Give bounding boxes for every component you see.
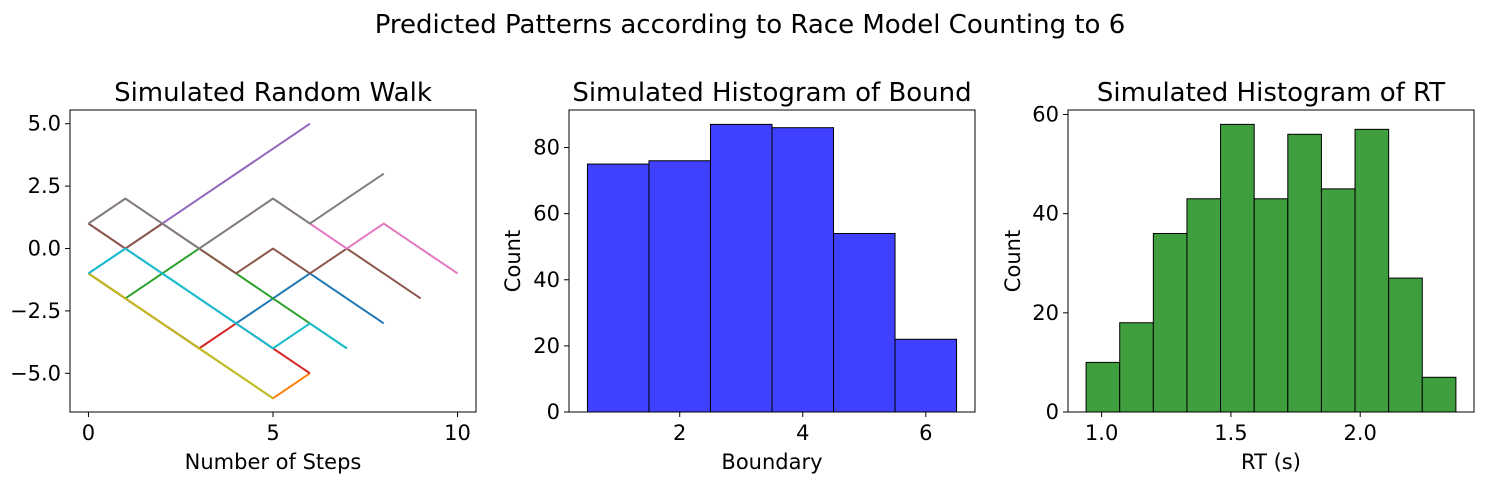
rt-histogram-panel: Simulated Histogram of RT 1.0 1.5 2.0 0 20 40… xyxy=(1001,78,1475,474)
bound-histogram-bar-4 xyxy=(771,127,835,413)
rt-histogram-bar-10 xyxy=(1388,277,1423,413)
bound-histogram-axes-frame xyxy=(568,109,976,413)
bound-histogram-y-label: Count xyxy=(501,230,525,292)
rt-histogram-axes-frame xyxy=(1067,109,1475,413)
random-walk-y-tick-label: −2.5 xyxy=(10,299,61,323)
bound-histogram-y-tick-label: 0 xyxy=(547,400,560,424)
rt-histogram-bar-7 xyxy=(1287,133,1322,413)
bound-histogram-bar-2 xyxy=(648,160,711,413)
random-walk-x-label: Number of Steps xyxy=(185,450,362,474)
bound-histogram-panel: Simulated Histogram of Bound 2 4 602040608… xyxy=(501,78,976,474)
random-walk-y-tick-label: 2.5 xyxy=(28,174,61,198)
bound-histogram-bar-1 xyxy=(586,163,650,413)
bound-histogram-x-tick-label: 6 xyxy=(919,421,932,445)
bound-histogram-x-tick-label: 4 xyxy=(796,421,809,445)
rt-histogram-bar-6 xyxy=(1253,198,1289,413)
bound-histogram-bar-6 xyxy=(894,338,958,413)
bound-histogram-title: Simulated Histogram of Bound xyxy=(572,78,971,108)
bound-histogram-y-tick-label: 80 xyxy=(533,136,560,160)
bound-histogram-y-tick-label: 60 xyxy=(533,202,560,226)
rt-histogram-x-tick-label: 1.0 xyxy=(1085,421,1118,445)
figure-suptitle: Predicted Patterns according to Race Mod… xyxy=(375,10,1126,40)
random-walk-series-line-2 xyxy=(87,272,311,400)
bound-histogram-bar-5 xyxy=(833,232,896,413)
rt-histogram-y-tick-label: 20 xyxy=(1032,301,1059,325)
rt-histogram-bar-2 xyxy=(1119,322,1154,413)
random-walk-series-line-6 xyxy=(87,222,422,300)
random-walk-series-line-4 xyxy=(87,272,311,375)
rt-histogram-bar-5 xyxy=(1220,123,1255,413)
rt-histogram-bar-3 xyxy=(1152,232,1188,413)
random-walk-y-tick-label: 0.0 xyxy=(28,237,61,261)
rt-histogram-y-tick-label: 60 xyxy=(1032,102,1059,126)
rt-histogram-bar-9 xyxy=(1354,128,1390,413)
rt-histogram-x-label: RT (s) xyxy=(1241,450,1301,474)
random-walk-axes-frame xyxy=(69,109,477,413)
bound-histogram-bar-3 xyxy=(709,123,773,413)
rt-histogram-bar-11 xyxy=(1421,376,1457,413)
random-walk-title: Simulated Random Walk xyxy=(114,78,432,108)
random-walk-x-tick-label: 0 xyxy=(82,421,95,445)
rt-histogram-bar-1 xyxy=(1085,361,1121,413)
bound-histogram-x-label: Boundary xyxy=(721,450,822,474)
rt-histogram-y-label: Count xyxy=(1001,230,1025,292)
random-walk-panel: Simulated Random Walk 0 5 10 −5.0 −2.5 0.0 2.5… xyxy=(10,78,477,474)
random-walk-x-tick-label: 10 xyxy=(444,421,471,445)
rt-histogram-x-tick-label: 1.5 xyxy=(1214,421,1247,445)
bound-histogram-x-tick-label: 2 xyxy=(673,421,686,445)
rt-histogram-bar-8 xyxy=(1320,188,1356,413)
rt-histogram-y-tick-label: 40 xyxy=(1032,202,1059,226)
random-walk-series-line-1 xyxy=(87,247,385,325)
random-walk-series-line-10 xyxy=(87,247,348,350)
rt-histogram-y-tick-label: 0 xyxy=(1046,400,1059,424)
random-walk-x-tick-label: 5 xyxy=(266,421,279,445)
bound-histogram-y-tick-label: 40 xyxy=(533,268,560,292)
random-walk-series-line-3 xyxy=(87,247,348,350)
rt-histogram-title: Simulated Histogram of RT xyxy=(1097,78,1445,108)
random-walk-series-line-5 xyxy=(87,122,311,250)
random-walk-series-line-9 xyxy=(87,272,274,400)
bound-histogram-y-tick-label: 20 xyxy=(533,334,560,358)
random-walk-series-line-8 xyxy=(87,172,385,250)
random-walk-y-tick-label: −5.0 xyxy=(10,361,61,385)
random-walk-y-tick-label: 5.0 xyxy=(28,112,61,136)
rt-histogram-bar-4 xyxy=(1186,198,1222,413)
rt-histogram-x-tick-label: 2.0 xyxy=(1344,421,1377,445)
